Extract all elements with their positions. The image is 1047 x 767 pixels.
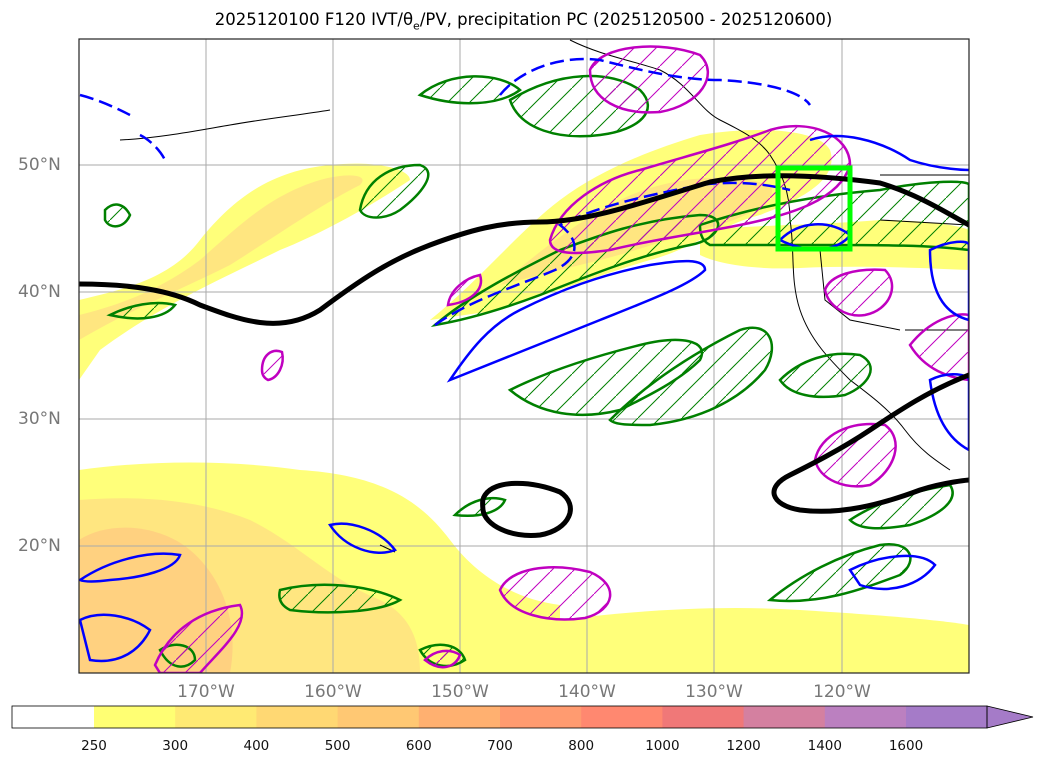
colorbar-segment xyxy=(500,706,582,728)
theta-e-contour xyxy=(480,480,573,538)
colorbar-tick-label: 1200 xyxy=(726,738,761,754)
precip-region xyxy=(588,45,710,114)
ivt-plume-north-core xyxy=(79,175,363,340)
pv-contour xyxy=(848,554,937,591)
pv-contour xyxy=(79,613,152,663)
precip-region xyxy=(103,203,132,228)
precip-region xyxy=(423,649,462,669)
pv-contour xyxy=(79,552,182,583)
lat-label-40n: 40°N xyxy=(18,282,61,302)
pv-contour xyxy=(499,57,812,106)
colorbar-segments xyxy=(94,706,988,728)
theta-e-contour xyxy=(771,372,969,514)
precip-region xyxy=(278,583,403,614)
pv-blue-contours xyxy=(79,57,969,663)
colorbar-extend-arrow xyxy=(986,705,1034,729)
colorbar-tick-label: 300 xyxy=(162,738,189,754)
colorbar-segment xyxy=(94,706,176,728)
precip-region xyxy=(106,301,178,320)
precip-region xyxy=(153,603,244,673)
colorbar-segment xyxy=(906,706,988,728)
colorbar-segment xyxy=(824,706,907,728)
colorbar-segment xyxy=(418,706,501,728)
precip-region xyxy=(766,542,912,603)
colorbar-segment xyxy=(662,706,745,728)
precip-region xyxy=(778,352,872,399)
colorbar-tick-label: 500 xyxy=(324,738,351,754)
colorbar-tick-label: 400 xyxy=(243,738,270,754)
colorbar-tick-label: 800 xyxy=(568,738,595,754)
precip-region xyxy=(548,124,852,255)
lon-label-120w: 120°W xyxy=(813,682,871,702)
precip-region xyxy=(417,75,522,105)
precip-region xyxy=(498,566,612,621)
lon-label-150w: 150°W xyxy=(431,682,489,702)
ivt-subtropic-east xyxy=(560,608,969,673)
colorbar xyxy=(11,705,1034,729)
pv-contour xyxy=(139,133,167,161)
colorbar-tick-label: 700 xyxy=(487,738,513,754)
precip-region xyxy=(908,313,969,382)
colorbar-segment xyxy=(581,706,663,728)
colorbar-tick-label: 600 xyxy=(405,738,432,754)
colorbar-outline xyxy=(11,705,988,729)
colorbar-segment xyxy=(337,706,420,728)
colorbar-segment xyxy=(743,706,826,728)
pv-contour xyxy=(327,522,397,554)
precip-magenta-contours xyxy=(153,45,969,673)
pv-contour xyxy=(434,181,791,327)
region-highlight-box xyxy=(775,165,853,252)
colorbar-segment xyxy=(175,706,257,728)
map-frame xyxy=(78,38,970,674)
precip-region xyxy=(813,422,897,488)
colorbar-tick-label: 250 xyxy=(81,738,107,754)
theta-e-contour xyxy=(79,173,969,326)
theta-e-contours xyxy=(79,173,969,538)
lon-label-140w: 140°W xyxy=(558,682,616,702)
lat-label-50n: 50°N xyxy=(18,155,61,175)
precip-region xyxy=(260,349,284,382)
lon-label-130w: 130°W xyxy=(685,682,743,702)
precip-region xyxy=(358,163,430,219)
colorbar-tick-label: 1000 xyxy=(645,738,680,754)
ivt-plume-north xyxy=(79,163,410,380)
lat-label-20n: 20°N xyxy=(18,536,61,556)
precip-region xyxy=(823,268,894,317)
colorbar-tick-label: 1400 xyxy=(807,738,842,754)
precip-region xyxy=(446,273,483,307)
map-title: 2025120100 F120 IVT/θe/PV, precipitation… xyxy=(214,10,833,33)
precip-region xyxy=(452,496,507,517)
lat-label-30n: 30°N xyxy=(18,409,61,429)
colorbar-segment xyxy=(256,706,339,728)
lon-label-160w: 160°W xyxy=(304,682,362,702)
precip-region xyxy=(608,326,774,427)
pv-contour xyxy=(79,93,131,117)
pv-contour xyxy=(446,259,707,383)
colorbar-tick-label: 1600 xyxy=(888,738,924,754)
colorbar-under-segment xyxy=(12,706,94,728)
lon-label-170w: 170°W xyxy=(177,682,235,702)
pv-contour xyxy=(809,134,969,172)
